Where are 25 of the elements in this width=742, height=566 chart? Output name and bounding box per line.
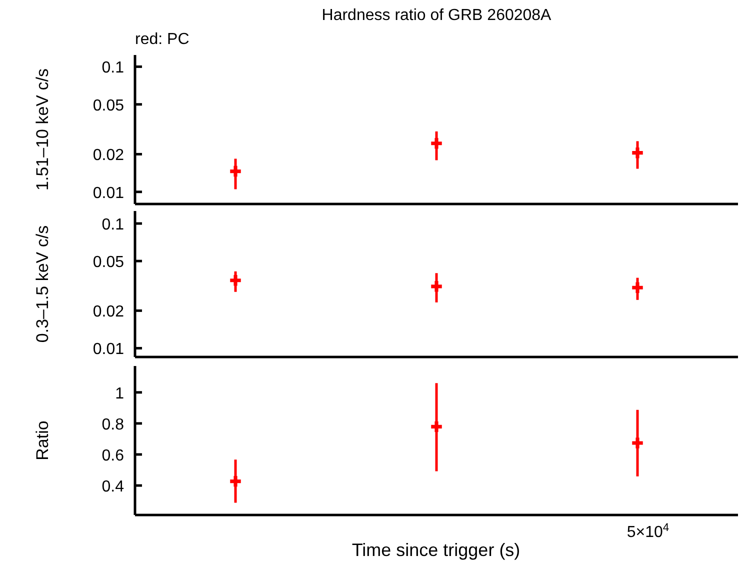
y-tick-label: 0.02 [92, 147, 124, 164]
text: 5×10$^{4}$ [626, 522, 670, 541]
point [632, 438, 643, 448]
x-axis-title: Time since trigger (s) [352, 540, 520, 560]
point [431, 421, 442, 432]
chart-title: Hardness ratio of GRB 260208A [320, 7, 552, 25]
y-tick-label: 0.01 [92, 341, 124, 358]
y-axis-title: 0.3–1.5 keV c/s [33, 225, 52, 343]
y-tick-label: 0.05 [92, 254, 124, 272]
y-tick-label: 0.1 [102, 60, 124, 77]
y-tick-label: 0.01 [92, 184, 124, 202]
y-tick-label: 0.02 [92, 304, 124, 321]
y-axis-title: 1.51–10 keV c/s [33, 68, 52, 190]
y-tick-label: 0.05 [92, 97, 124, 114]
y-tick-label: 0.1 [102, 216, 124, 234]
y-tick-label: 0.6 [102, 447, 124, 464]
text: red: PC [135, 31, 190, 49]
point [632, 147, 643, 158]
point [230, 166, 241, 177]
y-tick-label: 1 [115, 385, 124, 402]
y-tick-label: 0.8 [102, 416, 124, 434]
y-axis-title: Ratio [33, 420, 52, 460]
point [230, 476, 241, 487]
point [431, 138, 442, 149]
y-tick-label: 0.4 [102, 478, 124, 496]
